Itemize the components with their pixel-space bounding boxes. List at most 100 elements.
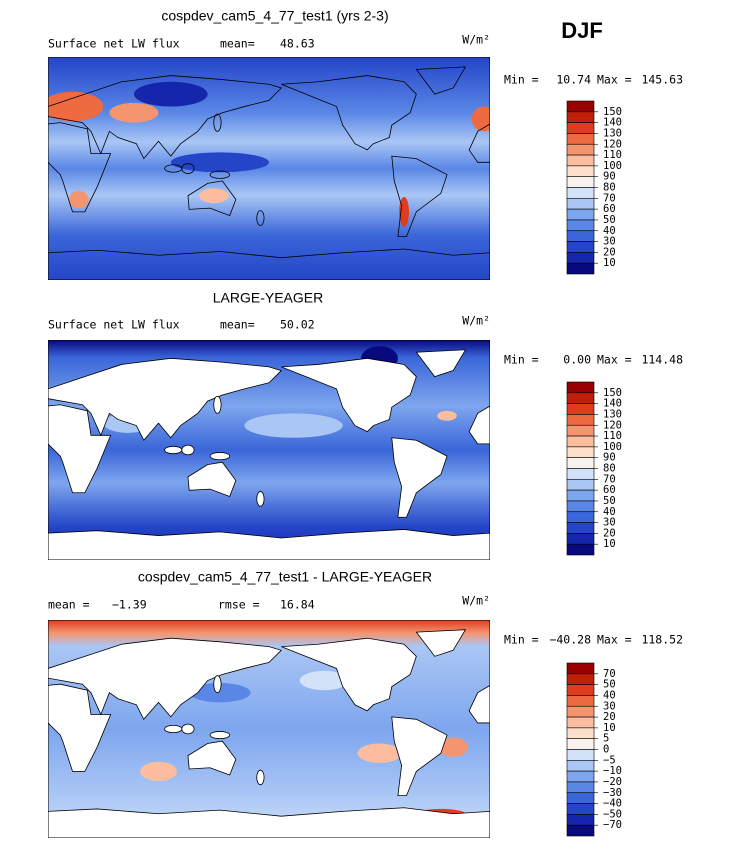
colorbar-swatch (566, 414, 595, 426)
colorbar-label: −50 (603, 808, 622, 820)
colorbar-label: −40 (603, 798, 622, 810)
colorbar-swatch (566, 100, 595, 113)
colorbar-swatch (566, 208, 595, 221)
min-label: Min = (504, 73, 539, 87)
colorbar-label: 50 (603, 495, 616, 507)
colorbar-swatch (566, 111, 595, 123)
colorbar-swatch (566, 489, 595, 502)
colorbar-swatch (566, 143, 595, 156)
colorbar-swatch (566, 479, 595, 491)
colorbar-swatch (566, 133, 595, 145)
colorbar-label: 10 (603, 538, 616, 550)
colorbar-swatch (566, 533, 595, 545)
min-label: Min = (504, 353, 539, 367)
colorbar-label: 110 (603, 149, 622, 161)
colorbar-swatch (566, 165, 595, 177)
colorbar-swatch (566, 781, 595, 794)
map (48, 340, 490, 560)
colorbar-swatch (566, 543, 595, 556)
colorbar-label: 90 (603, 452, 616, 464)
colorbar-swatch (566, 198, 595, 210)
max-label: Max = (597, 633, 632, 647)
colorbar-label: 50 (603, 679, 616, 691)
colorbar-swatch (566, 122, 595, 134)
colorbar-label: −10 (603, 765, 622, 777)
min-value: 0.00 (563, 353, 591, 367)
colorbar-swatch (566, 522, 595, 534)
colorbar-swatch (566, 705, 595, 718)
min-value: 10.74 (556, 73, 591, 87)
colorbar-swatch (566, 230, 595, 242)
min-value: −40.28 (549, 633, 591, 647)
panel-title: cospdev_cam5_4_77_test1 (yrs 2-3) (161, 8, 388, 24)
stat-label: mean= (220, 318, 255, 332)
colorbar-swatch (566, 803, 595, 815)
colorbar-label: 70 (603, 668, 616, 680)
max-value: 114.48 (641, 353, 683, 367)
colorbar-swatch (566, 500, 595, 513)
colorbar-label: 5 (603, 733, 609, 745)
colorbar-label: 140 (603, 398, 622, 410)
colorbar-swatch (566, 824, 595, 837)
map (48, 620, 490, 838)
units: W/m² (462, 314, 490, 328)
colorbar-swatch (566, 176, 595, 188)
colorbar-label: 100 (603, 441, 622, 453)
colorbar-label: 30 (603, 700, 616, 712)
stat-value: 50.02 (280, 318, 315, 332)
colorbar-swatch (566, 381, 595, 394)
colorbar-swatch (566, 219, 595, 232)
colorbar-label: −20 (603, 776, 622, 788)
colorbar-swatch (566, 262, 595, 275)
colorbar-swatch (566, 241, 595, 253)
colorbar-label: 70 (603, 192, 616, 204)
colorbar-label: 120 (603, 419, 622, 431)
panel-title: cospdev_cam5_4_77_test1 - LARGE-YEAGER (138, 569, 432, 585)
colorbar-label: 10 (603, 257, 616, 269)
colorbar-swatch (566, 392, 595, 404)
colorbar-label: 70 (603, 473, 616, 485)
colorbar-swatch (566, 695, 595, 707)
panel-title: LARGE-YEAGER (213, 290, 323, 306)
colorbar-label: 80 (603, 182, 616, 194)
colorbar-label: 60 (603, 484, 616, 496)
colorbar-swatch (566, 435, 595, 448)
stat-label: mean= (220, 37, 255, 51)
min-label: Min = (504, 633, 539, 647)
left-text: Surface net LW flux (48, 318, 180, 332)
colorbar-swatch (566, 738, 595, 750)
colorbar-label: −30 (603, 787, 622, 799)
max-label: Max = (597, 353, 632, 367)
colorbar-swatch (566, 446, 595, 458)
colorbar-swatch (566, 716, 595, 729)
colorbar-label: 80 (603, 463, 616, 475)
stat-value: 16.84 (280, 598, 315, 612)
colorbar-label: 0 (603, 744, 609, 756)
units: W/m² (462, 594, 490, 608)
colorbar-swatch (566, 770, 595, 783)
map (48, 57, 490, 280)
colorbar-swatch (566, 662, 595, 675)
colorbar-swatch (566, 154, 595, 167)
colorbar-swatch (566, 403, 595, 415)
colorbar-swatch (566, 468, 595, 480)
colorbar-label: 50 (603, 214, 616, 226)
max-value: 118.52 (641, 633, 683, 647)
colorbar-label: 90 (603, 171, 616, 183)
colorbar-label: 40 (603, 225, 616, 237)
colorbar-label: 40 (603, 689, 616, 701)
colorbar-label: 40 (603, 506, 616, 518)
max-label: Max = (597, 73, 632, 87)
colorbar-swatch (566, 684, 595, 696)
colorbar-swatch (566, 749, 595, 761)
colorbar-swatch (566, 252, 595, 264)
colorbar-label: 120 (603, 138, 622, 150)
max-value: 145.63 (641, 73, 683, 87)
colorbar-label: 20 (603, 527, 616, 539)
colorbar-swatch (566, 457, 595, 469)
left-text: Surface net LW flux (48, 37, 180, 51)
units: W/m² (462, 33, 490, 47)
colorbar-label: 10 (603, 722, 616, 734)
colorbar-swatch (566, 727, 595, 739)
